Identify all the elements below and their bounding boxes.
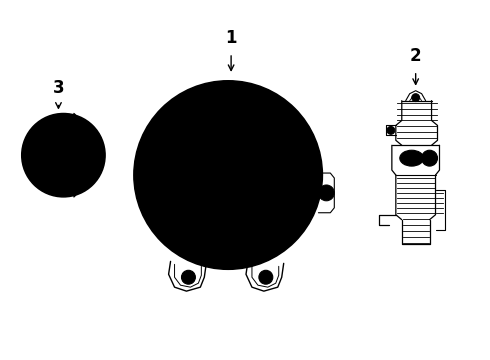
Circle shape — [54, 146, 73, 164]
Text: 2: 2 — [410, 47, 421, 65]
Circle shape — [412, 94, 419, 102]
Circle shape — [241, 91, 255, 105]
Text: 3: 3 — [52, 78, 64, 96]
Circle shape — [134, 81, 322, 269]
Circle shape — [194, 89, 207, 103]
Circle shape — [387, 126, 395, 134]
Text: 1: 1 — [225, 29, 237, 47]
Circle shape — [259, 270, 273, 284]
Circle shape — [318, 185, 334, 201]
Circle shape — [22, 113, 105, 197]
Ellipse shape — [421, 150, 438, 166]
Ellipse shape — [400, 150, 424, 166]
Circle shape — [181, 270, 196, 284]
